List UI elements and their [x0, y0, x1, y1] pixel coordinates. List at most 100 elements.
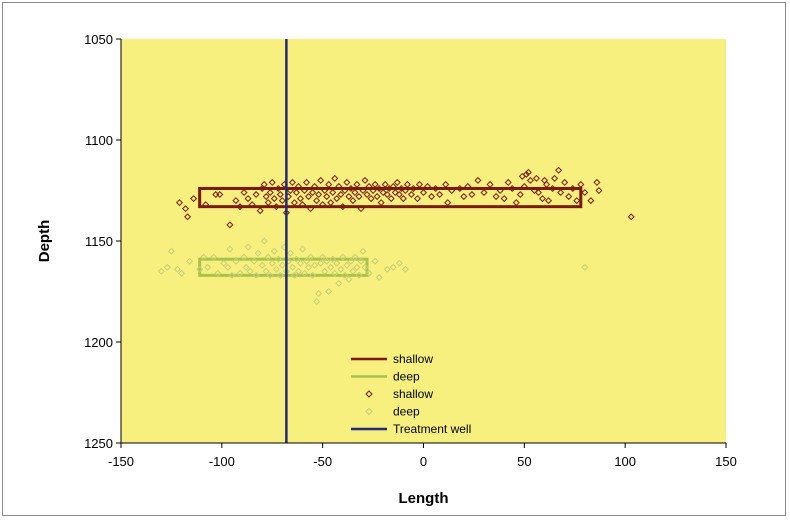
deep-point [260, 237, 268, 245]
shallow-point [303, 178, 311, 186]
shallow-point [325, 180, 333, 188]
shallow-point [175, 199, 183, 207]
deep-point [353, 263, 361, 271]
deep-point [224, 263, 232, 271]
shallow-point [216, 191, 224, 199]
shallow-range-box [198, 186, 583, 209]
deep-point [345, 275, 353, 283]
deep-point [359, 247, 367, 255]
deep-point [317, 259, 325, 267]
shallow-point [311, 182, 319, 190]
shallow-point [274, 184, 282, 192]
deep-point [351, 253, 359, 261]
shallow-point [262, 193, 270, 201]
deep-point [321, 267, 329, 275]
deep-point [309, 271, 317, 279]
shallow-point [337, 191, 345, 199]
shallow-point [389, 182, 397, 190]
shallow-point [456, 184, 464, 192]
shallow-point [371, 180, 379, 188]
shallow-point [301, 186, 309, 195]
shallow-point [305, 193, 313, 201]
shallow-point [226, 221, 234, 229]
shallow-point [355, 193, 363, 201]
deep-point [264, 253, 272, 261]
shallow-point [401, 186, 409, 195]
deep-point [323, 257, 331, 265]
deep-point [210, 253, 218, 261]
shallow-point [399, 195, 407, 203]
deep-point [252, 271, 260, 279]
shallow-point [520, 182, 528, 190]
shallow-point [407, 191, 415, 199]
deep-point [375, 273, 383, 281]
shallow-point [260, 180, 268, 188]
shallow-point [357, 205, 365, 213]
shallow-point [240, 189, 248, 197]
shallow-point [587, 197, 595, 205]
y-tick-label: 1100 [85, 133, 113, 148]
x-tick-label: 150 [715, 454, 737, 469]
shallow-point [278, 197, 286, 205]
shallow-point [323, 193, 331, 201]
deep-point [242, 263, 250, 271]
deep-point [232, 257, 240, 265]
shallow-point [508, 184, 516, 192]
shallow-point [486, 180, 494, 188]
deep-point [361, 263, 369, 271]
shallow-point [256, 207, 264, 215]
shallow-point [409, 184, 417, 192]
deep-point [186, 257, 194, 265]
shallow-point [573, 197, 581, 205]
shallow-point [415, 180, 423, 188]
shallow-point [442, 180, 450, 188]
deep-point [311, 261, 319, 269]
shallow-point [349, 197, 357, 205]
shallow-point [369, 186, 377, 195]
shallow-point [522, 170, 530, 178]
shallow-point [333, 195, 341, 203]
shallow-point [363, 191, 371, 199]
shallow-point [335, 182, 343, 190]
shallow-point [397, 184, 405, 192]
shallow-point [500, 195, 508, 203]
shallow-point [565, 193, 573, 201]
deep-point [274, 255, 282, 263]
shallow-point [317, 176, 325, 184]
deep-point [173, 265, 181, 273]
shallow-point [290, 199, 298, 207]
shallow-point [561, 178, 569, 186]
shallow-point [190, 195, 198, 203]
deep-point [349, 267, 357, 275]
shallow-point [321, 186, 329, 195]
shallow-point [424, 182, 432, 190]
deep-point [389, 263, 397, 271]
deep-point [268, 259, 276, 267]
shallow-point [244, 195, 252, 203]
deep-point [301, 269, 309, 277]
y-tick-label: 1150 [85, 234, 113, 249]
deep-point [240, 253, 248, 261]
deep-point [204, 263, 212, 271]
deep-point [246, 267, 254, 275]
shallow-point [313, 197, 321, 205]
shallow-point [543, 180, 551, 188]
deep-point [325, 287, 333, 296]
shallow-point [347, 184, 355, 192]
shallow-point [353, 180, 361, 188]
deep-point [288, 263, 296, 271]
shallow-point [569, 184, 577, 192]
shallow-point [184, 213, 192, 221]
deep-point [371, 257, 379, 265]
deep-point [357, 257, 365, 265]
deep-point [278, 261, 286, 269]
deep-point [305, 263, 313, 271]
x-tick-label: 100 [614, 454, 636, 469]
shallow-point [577, 180, 585, 188]
shallow-point [595, 186, 603, 195]
deep-point [196, 265, 204, 273]
shallow-point [428, 193, 436, 201]
legend-label: shallow [393, 352, 433, 366]
deep-point [355, 271, 363, 279]
deep-point [214, 269, 222, 277]
